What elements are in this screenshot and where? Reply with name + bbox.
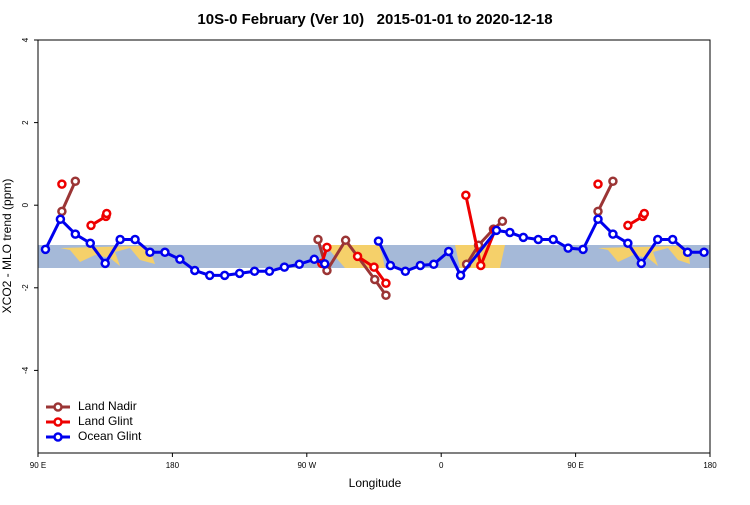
data-point: [309, 254, 320, 265]
data-point: [145, 247, 155, 258]
data-point: [563, 243, 573, 253]
data-point: [219, 270, 230, 281]
data-point: [55, 214, 66, 224]
data-point: [652, 234, 663, 245]
x-axis-label: Longitude: [349, 476, 402, 490]
data-point: [667, 234, 678, 245]
data-point: [497, 216, 508, 227]
x-tick-label: 90 W: [297, 461, 316, 470]
legend-label: Land Nadir: [78, 399, 137, 413]
x-tick-label: 180: [166, 461, 180, 470]
data-point: [204, 270, 215, 281]
legend-marker: [53, 417, 63, 427]
data-point: [491, 225, 502, 236]
data-point: [639, 208, 650, 219]
legend-label: Ocean Glint: [78, 429, 142, 443]
data-point: [352, 251, 363, 262]
data-point: [593, 214, 603, 224]
y-tick-label: 0: [21, 202, 30, 207]
data-point: [322, 242, 332, 253]
legend-label: Land Glint: [78, 414, 133, 428]
data-point: [518, 232, 529, 243]
data-point: [505, 227, 515, 238]
data-point: [385, 260, 396, 271]
y-axis-label: XCO2 - MLO trend (ppm): [0, 179, 14, 314]
data-point: [373, 236, 384, 246]
data-point: [593, 206, 603, 217]
data-point: [682, 247, 693, 258]
legend-marker: [53, 402, 63, 412]
data-point: [455, 270, 466, 281]
data-point: [578, 244, 588, 255]
data-point: [623, 220, 633, 231]
plot-frame: [37, 39, 711, 454]
data-point: [57, 179, 67, 189]
data-point: [264, 266, 275, 277]
data-point: [249, 266, 260, 277]
data-point: [115, 234, 125, 245]
data-point: [608, 176, 618, 186]
data-point: [548, 234, 558, 245]
y-tick-label: -4: [21, 366, 30, 374]
land-band: [598, 246, 690, 266]
data-point: [70, 176, 81, 186]
data-point: [313, 234, 323, 245]
y-tick-label: 2: [21, 120, 30, 125]
y-tick-label: -2: [21, 284, 30, 292]
data-point: [699, 247, 709, 258]
data-point: [369, 262, 379, 272]
data-point: [85, 238, 96, 248]
legend-marker: [53, 432, 63, 442]
data-point: [319, 259, 330, 269]
x-tick-label: 0: [439, 461, 444, 470]
data-point: [443, 246, 454, 257]
data-point: [160, 247, 170, 258]
data-point: [381, 278, 391, 289]
data-point: [461, 190, 471, 201]
data-point: [101, 208, 112, 219]
data-point: [234, 268, 245, 279]
data-point: [175, 254, 185, 265]
x-tick-label: 180: [703, 461, 717, 470]
data-point: [86, 220, 96, 231]
data-point: [476, 260, 486, 271]
data-point: [593, 179, 603, 189]
data-point: [428, 259, 439, 270]
data-point: [70, 229, 81, 239]
data-point: [608, 229, 618, 239]
data-point: [381, 290, 391, 300]
x-tick-label: 90 E: [567, 461, 583, 470]
data-point: [533, 234, 544, 245]
y-tick-label: 4: [21, 37, 30, 42]
land-band: [60, 246, 155, 266]
data-point: [400, 266, 411, 277]
data-point: [369, 274, 380, 285]
data-point: [57, 206, 67, 217]
data-point: [100, 258, 110, 269]
chart-title: 10S-0 February (Ver 10) 2015-01-01 to 20…: [197, 11, 552, 28]
data-point: [415, 260, 426, 271]
data-point: [636, 258, 647, 269]
data-point: [190, 265, 200, 276]
data-point: [130, 234, 140, 245]
data-point: [340, 235, 351, 246]
data-point: [40, 244, 51, 255]
data-point: [294, 259, 305, 270]
x-tick-label: 90 E: [30, 461, 46, 470]
data-point: [623, 238, 633, 248]
data-point: [279, 262, 290, 272]
